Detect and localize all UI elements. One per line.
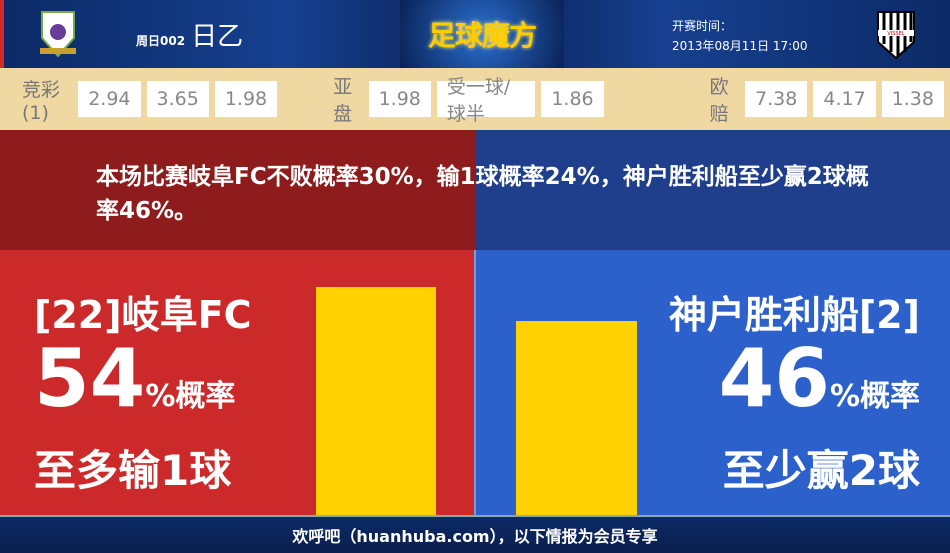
home-probability-bar — [316, 287, 436, 515]
kickoff-time: 2013年08月11日 17:00 — [672, 39, 808, 53]
eu-win: 7.38 — [745, 81, 808, 117]
eu-label: 欧赔 — [709, 76, 729, 125]
home-percent: 54 — [34, 332, 146, 425]
summary-panel — [0, 130, 950, 250]
ah-label: 亚盘 — [333, 76, 353, 125]
away-percent-suffix: %概率 — [829, 379, 920, 414]
eu-draw: 4.17 — [813, 81, 876, 117]
odds-bar: 竞彩(1) 2.94 3.65 1.98 亚盘 1.98 受一球/球半 1.86… — [0, 68, 950, 130]
svg-text:VISSEL: VISSEL — [887, 31, 904, 37]
ah-away: 1.86 — [541, 81, 604, 117]
away-result: 至少赢2球 — [722, 446, 920, 495]
home-result: 至多输1球 — [34, 446, 232, 495]
away-team-logo: VISSEL — [877, 11, 915, 60]
home-team-logo — [40, 11, 76, 58]
kickoff-label: 开赛时间： — [672, 19, 733, 33]
summary-text: 本场比赛岐阜FC不败概率30%，输1球概率24%，神户胜利船至少赢2球概率46%… — [96, 164, 869, 224]
footer-banner[interactable]: 欢呼吧（huanhuba.com），以下情报为会员专享 — [0, 515, 950, 553]
header: 周日002 日乙 足球魔方 开赛时间： 2013年08月11日 17:00 VISS… — [0, 0, 950, 68]
away-percent: 46 — [718, 332, 830, 425]
ah-line: 受一球/球半 — [436, 76, 536, 125]
away-team-name: 神户胜利船[2] — [668, 293, 920, 337]
brand-logo: 足球魔方 — [400, 0, 564, 68]
ah-home: 1.98 — [368, 81, 431, 117]
home-percent-suffix: %概率 — [145, 379, 236, 414]
home-team-name: [22]岐阜FC — [34, 293, 252, 337]
jc-odds-win: 2.94 — [78, 81, 141, 117]
league-name: 日乙 — [191, 22, 244, 52]
away-probability-bar — [516, 320, 637, 515]
jc-label: 竞彩(1) — [22, 78, 61, 124]
match-number: 周日002 — [136, 34, 186, 48]
jc-odds-loss: 1.98 — [214, 81, 278, 117]
jc-odds-draw: 3.65 — [146, 81, 209, 117]
eu-loss: 1.38 — [881, 81, 944, 117]
